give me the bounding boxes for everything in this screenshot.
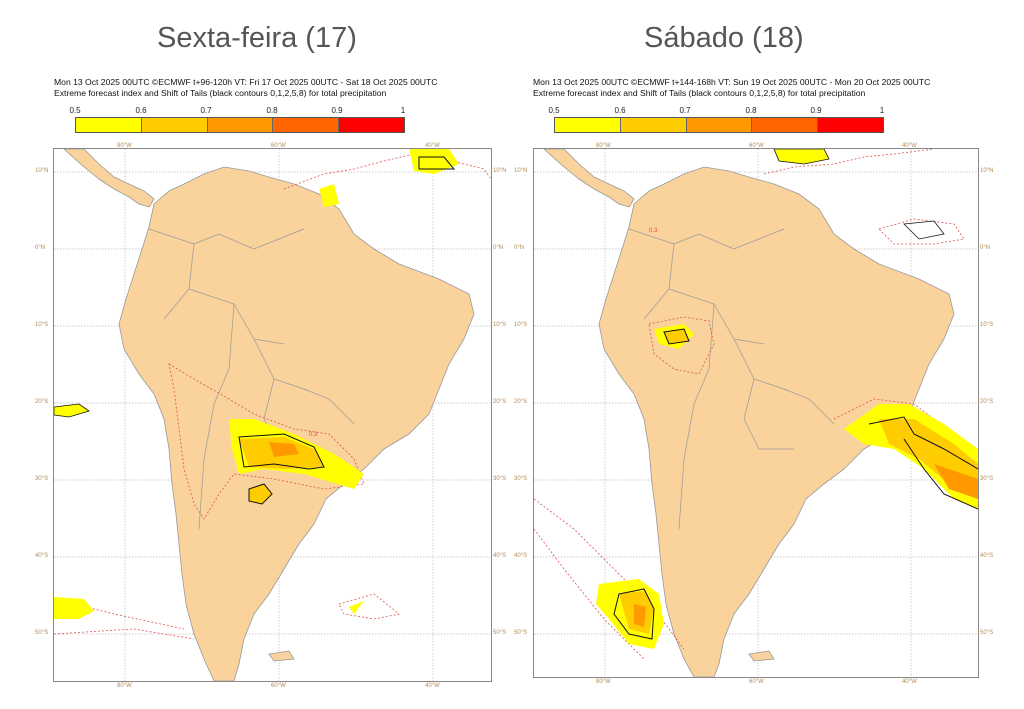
colorbar-ticks: 0.5 0.6 0.7 0.8 0.9 1 bbox=[69, 106, 406, 117]
panel-friday: Sexta-feira (17) Mon 13 Oct 2025 00UTC ©… bbox=[35, 22, 507, 689]
lat-label-left: 40°S bbox=[35, 553, 49, 559]
lat-label-right: 10°S bbox=[493, 322, 507, 328]
day-title: Sexta-feira (17) bbox=[157, 22, 357, 54]
lat-label-left: 40°S bbox=[514, 553, 528, 559]
lat-label-right: 0°N bbox=[980, 245, 991, 251]
colorbar-segment bbox=[207, 118, 274, 132]
lat-label-right: 20°S bbox=[980, 399, 994, 405]
lat-label-left: 10°N bbox=[514, 168, 528, 174]
lon-label-bottom: 80°W bbox=[596, 679, 611, 685]
lat-label-left: 0°N bbox=[35, 245, 46, 251]
colorbar-segment bbox=[555, 118, 621, 132]
header-line-run-info: Mon 13 Oct 2025 00UTC ©ECMWF t+144-168h … bbox=[533, 77, 931, 87]
header-line-description: Extreme forecast index and Shift of Tail… bbox=[533, 88, 866, 98]
lon-label-top: 40°W bbox=[425, 143, 440, 149]
tick: 0.5 bbox=[548, 106, 560, 115]
lat-label-left: 30°S bbox=[514, 476, 528, 482]
lat-label-right: 20°S bbox=[493, 399, 507, 405]
lat-label-left: 50°S bbox=[514, 630, 528, 636]
chart-header: Mon 13 Oct 2025 00UTC ©ECMWF t+96-120h V… bbox=[54, 77, 437, 99]
lat-label-left: 50°S bbox=[35, 630, 49, 636]
lon-label-bottom: 40°W bbox=[902, 679, 917, 685]
lat-label-left: 10°S bbox=[514, 322, 528, 328]
lat-label-right: 40°S bbox=[980, 553, 994, 559]
tick: 0.6 bbox=[135, 106, 147, 115]
tick: 1 bbox=[400, 106, 406, 115]
lon-label-top: 40°W bbox=[902, 143, 917, 149]
lat-label-right: 0°N bbox=[493, 245, 504, 251]
lat-label-left: 10°S bbox=[35, 322, 49, 328]
colorbar-segment bbox=[752, 118, 819, 132]
lat-label-right: 10°N bbox=[493, 168, 507, 174]
colorbar-segment bbox=[76, 118, 142, 132]
chart-header: Mon 13 Oct 2025 00UTC ©ECMWF t+144-168h … bbox=[533, 77, 930, 99]
lat-label-right: 30°S bbox=[980, 476, 994, 482]
tick: 0.8 bbox=[266, 106, 278, 115]
colorbar-segment bbox=[273, 118, 340, 132]
colorbar-segment bbox=[686, 118, 753, 132]
lat-label-left: 30°S bbox=[35, 476, 49, 482]
lon-label-bottom: 80°W bbox=[117, 683, 132, 689]
lat-label-right: 10°N bbox=[980, 168, 994, 174]
lon-label-top: 80°W bbox=[596, 143, 611, 149]
colorbar: 0.5 0.6 0.7 0.8 0.9 1 bbox=[548, 106, 885, 133]
tick: 0.5 bbox=[69, 106, 81, 115]
tick: 0.7 bbox=[679, 106, 691, 115]
contour-label: 0.3 bbox=[649, 228, 658, 234]
tick: 0.9 bbox=[331, 106, 343, 115]
lon-label-top: 60°W bbox=[749, 143, 764, 149]
colorbar-ticks: 0.5 0.6 0.7 0.8 0.9 1 bbox=[548, 106, 885, 117]
lat-label-left: 20°S bbox=[514, 399, 528, 405]
lat-label-left: 10°N bbox=[35, 168, 49, 174]
lat-label-right: 10°S bbox=[980, 322, 994, 328]
lon-label-bottom: 40°W bbox=[425, 683, 440, 689]
lon-label-bottom: 60°W bbox=[271, 683, 286, 689]
lon-label-top: 60°W bbox=[271, 143, 286, 149]
south-america-map-graphic: 0.3 bbox=[54, 149, 491, 681]
colorbar-bar bbox=[554, 117, 884, 133]
header-line-run-info: Mon 13 Oct 2025 00UTC ©ECMWF t+96-120h V… bbox=[54, 77, 438, 87]
colorbar-segment bbox=[141, 118, 208, 132]
colorbar-bar bbox=[75, 117, 405, 133]
tick: 0.7 bbox=[200, 106, 212, 115]
lat-label-right: 30°S bbox=[493, 476, 507, 482]
tick: 0.9 bbox=[810, 106, 822, 115]
tick: 0.6 bbox=[614, 106, 626, 115]
lat-label-right: 50°S bbox=[980, 630, 994, 636]
tick: 0.8 bbox=[745, 106, 757, 115]
lat-label-left: 20°S bbox=[35, 399, 49, 405]
day-title: Sábado (18) bbox=[644, 22, 804, 54]
efi-map: 0.3 bbox=[533, 148, 979, 678]
lon-label-bottom: 60°W bbox=[749, 679, 764, 685]
header-line-description: Extreme forecast index and Shift of Tail… bbox=[54, 88, 387, 98]
tick: 1 bbox=[879, 106, 885, 115]
colorbar-segment bbox=[339, 118, 404, 132]
colorbar: 0.5 0.6 0.7 0.8 0.9 1 bbox=[69, 106, 406, 133]
lon-label-top: 80°W bbox=[117, 143, 132, 149]
lat-label-right: 50°S bbox=[493, 630, 507, 636]
colorbar-segment bbox=[620, 118, 687, 132]
colorbar-segment bbox=[818, 118, 883, 132]
efi-map: 0.3 bbox=[53, 148, 492, 682]
lat-label-right: 40°S bbox=[493, 553, 507, 559]
contour-label: 0.3 bbox=[309, 432, 318, 438]
lat-label-left: 0°N bbox=[514, 245, 525, 251]
panel-saturday: Sábado (18) Mon 13 Oct 2025 00UTC ©ECMWF… bbox=[512, 0, 1024, 709]
south-america-map-graphic: 0.3 bbox=[534, 149, 978, 677]
